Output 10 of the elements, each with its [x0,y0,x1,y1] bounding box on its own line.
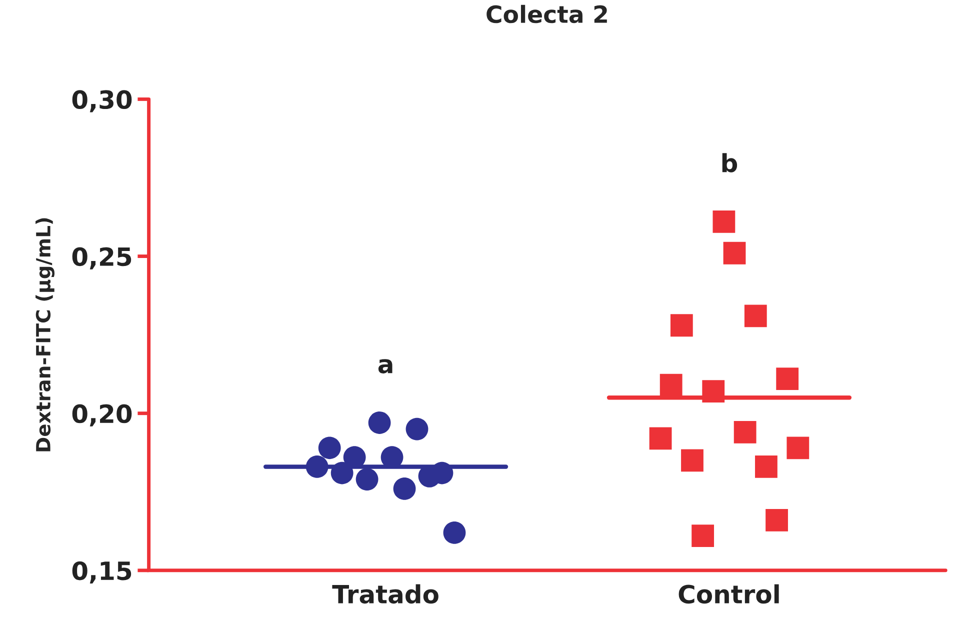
annotation: a [378,359,392,374]
y-axis-title: Dextran-FITC (µg/mL) [36,218,54,452]
chart-title: Colecta 2 [486,4,607,24]
y-tick-label: 0,30 [72,90,132,112]
x-tick-label: Control [678,584,779,604]
y-tick-label: 0,20 [72,404,132,426]
y-tick-label: 0,25 [72,247,132,270]
x-tick-label: Tratado [332,584,438,604]
y-tick-label: 0,15 [72,561,132,584]
annotation: b [722,153,738,172]
